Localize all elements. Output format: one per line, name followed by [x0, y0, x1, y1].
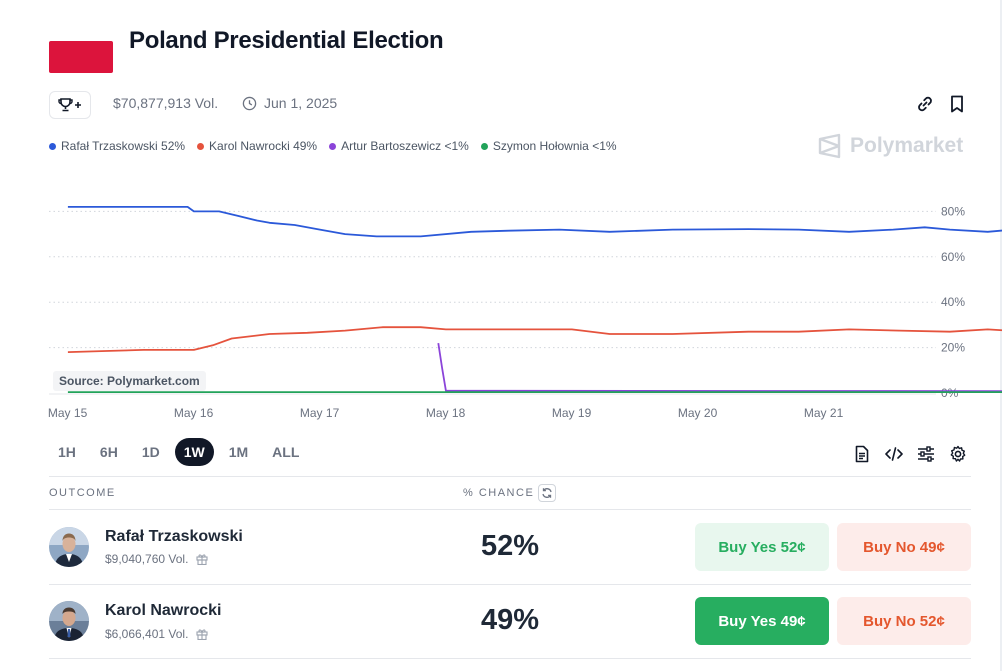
x-tick-label: May 15 — [48, 406, 88, 420]
legend-label: Artur Bartoszewicz <1% — [341, 139, 469, 153]
price-history-chart: 80%60%40%20%0%May 15 May 16 May 17 May 18 Ma… — [48, 204, 1002, 420]
trophy-plus-icon — [58, 98, 81, 112]
bookmark-button[interactable] — [946, 93, 968, 115]
gear-icon — [950, 445, 966, 462]
outcome-chance: 49% — [481, 604, 540, 636]
page-border — [1000, 0, 1002, 671]
range-button-1d[interactable]: 1D — [141, 444, 160, 460]
legend-dot — [480, 142, 488, 150]
y-tick-label: 60% — [941, 250, 965, 264]
divider — [49, 658, 971, 659]
y-tick-label: 80% — [941, 204, 965, 218]
market-title: Poland Presidential Election — [129, 27, 444, 54]
range-button-1h[interactable]: 1H — [58, 444, 76, 460]
document-button[interactable] — [851, 443, 873, 465]
chart-toolbar — [851, 443, 969, 465]
refresh-icon — [542, 488, 552, 498]
x-tick-label: May 16 — [174, 406, 214, 420]
legend-dot — [329, 142, 337, 150]
buy-yes-button[interactable]: Buy Yes 52¢ — [695, 523, 829, 571]
range-button-1m[interactable]: 1M — [228, 444, 249, 460]
series-line-3 — [437, 342, 1002, 393]
trophy-button[interactable] — [49, 91, 91, 119]
x-tick-label: May 21 — [804, 406, 844, 420]
legend-label: Szymon Hołownia <1% — [492, 139, 617, 153]
market-volume: $70,877,913 Vol. — [113, 95, 219, 111]
x-tick-label: May 20 — [678, 406, 718, 420]
legend-item: Karol Nawrocki 49% — [197, 139, 317, 153]
watermark-text: Polymarket — [850, 134, 964, 157]
flag-frame — [49, 41, 113, 73]
source-label: Source: Polymarket.com — [53, 371, 206, 391]
embed-code-button[interactable] — [883, 443, 905, 465]
legend-item: Szymon Hołownia <1% — [480, 139, 617, 153]
outcome-chance: 52% — [481, 530, 540, 562]
series-line-2 — [67, 326, 1002, 353]
chart-legend: Rafał Trzaskowski 52% Karol Nawrocki 49%… — [49, 139, 617, 153]
legend-item: Artur Bartoszewicz <1% — [329, 139, 469, 153]
avatar — [49, 601, 89, 641]
legend-dot — [49, 142, 56, 150]
gift-icon[interactable] — [196, 553, 208, 565]
divider — [49, 476, 971, 477]
x-tick-label: May 19 — [552, 406, 592, 420]
outcome-name[interactable]: Rafał Trzaskowski — [105, 528, 243, 545]
bookmark-icon — [951, 95, 963, 113]
clock-icon — [242, 96, 257, 111]
x-tick-label: May 17 — [300, 406, 340, 420]
market-end-date: Jun 1, 2025 — [264, 95, 338, 111]
legend-label: Rafał Trzaskowski 52% — [61, 139, 186, 153]
copy-link-button[interactable] — [914, 93, 936, 115]
chart-settings-sliders-button[interactable] — [915, 443, 937, 465]
outcome-volume-row: $9,040,760 Vol. — [105, 552, 208, 566]
link-icon — [918, 96, 932, 112]
x-tick-label: May 18 — [426, 406, 466, 420]
polymarket-logo-icon — [818, 133, 841, 159]
outcome-volume-row: $6,066,401 Vol. — [105, 627, 208, 641]
outcome-volume: $9,040,760 Vol. — [105, 552, 189, 566]
outcome-column-header: OUTCOME — [49, 487, 116, 499]
divider — [49, 584, 971, 585]
range-button-all[interactable]: ALL — [272, 444, 300, 460]
outcome-name[interactable]: Karol Nawrocki — [105, 602, 222, 619]
gift-icon[interactable] — [196, 628, 208, 640]
outcome-volume: $6,066,401 Vol. — [105, 627, 189, 641]
y-tick-label: 40% — [941, 295, 965, 309]
settings-button[interactable] — [947, 443, 969, 465]
legend-dot — [197, 142, 205, 150]
y-tick-label: 20% — [941, 341, 965, 355]
legend-item: Rafał Trzaskowski 52% — [49, 139, 185, 153]
buy-no-button[interactable]: Buy No 49¢ — [837, 523, 971, 571]
candidate-photo — [49, 601, 89, 641]
divider — [49, 509, 971, 510]
buy-yes-button[interactable]: Buy Yes 49¢ — [695, 597, 829, 645]
refresh-button[interactable] — [538, 484, 556, 502]
candidate-photo — [49, 527, 89, 567]
legend-label: Karol Nawrocki 49% — [209, 139, 318, 153]
polymarket-watermark: Polymarket — [818, 133, 963, 159]
time-range-selector: 1H 6H 1D 1W 1M ALL — [49, 438, 308, 466]
buy-no-button[interactable]: Buy No 52¢ — [837, 597, 971, 645]
range-button-6h[interactable]: 6H — [99, 444, 118, 460]
chance-column-header: % CHANCE — [463, 487, 535, 499]
range-button-1w[interactable]: 1W — [174, 438, 214, 466]
sliders-icon — [918, 446, 934, 462]
code-icon — [885, 447, 903, 461]
flag-red-stripe — [49, 41, 113, 73]
avatar — [49, 527, 89, 567]
document-icon — [855, 445, 869, 463]
series-line-1 — [67, 206, 1002, 238]
